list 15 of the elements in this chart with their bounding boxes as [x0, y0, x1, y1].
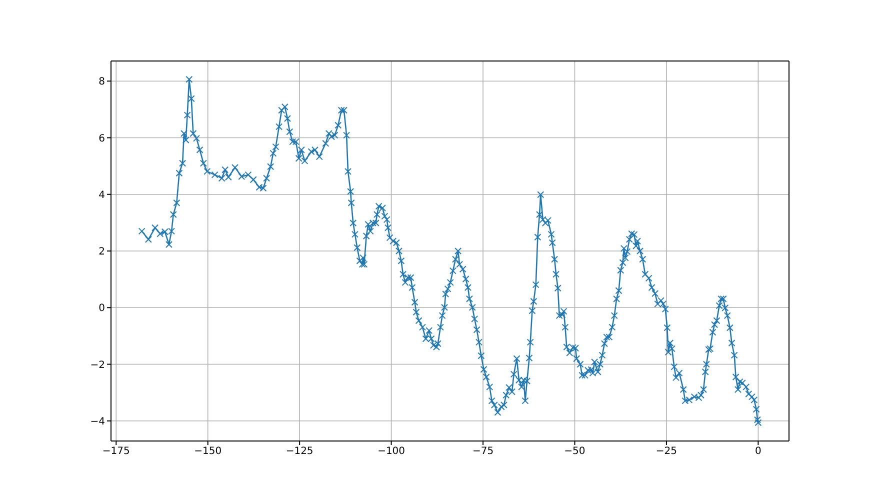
x-tick-label: 0	[754, 446, 762, 458]
x-tick-label: −100	[378, 446, 406, 458]
x-tick-label: −125	[286, 446, 314, 458]
x-tick-label: −150	[194, 446, 222, 458]
y-tick-label: 6	[98, 133, 105, 144]
x-tick-label: −75	[472, 446, 494, 458]
y-tick-label: 4	[98, 190, 105, 201]
x-tick-label: −175	[102, 446, 130, 458]
y-tick-label: 0	[98, 303, 105, 314]
y-tick-label: −2	[90, 360, 105, 371]
x-tick-label: −50	[564, 446, 586, 458]
y-tick-label: 2	[98, 246, 105, 258]
y-tick-label: −4	[90, 416, 105, 428]
y-tick-label: 8	[98, 76, 105, 88]
x-tick-label: −25	[656, 446, 678, 458]
